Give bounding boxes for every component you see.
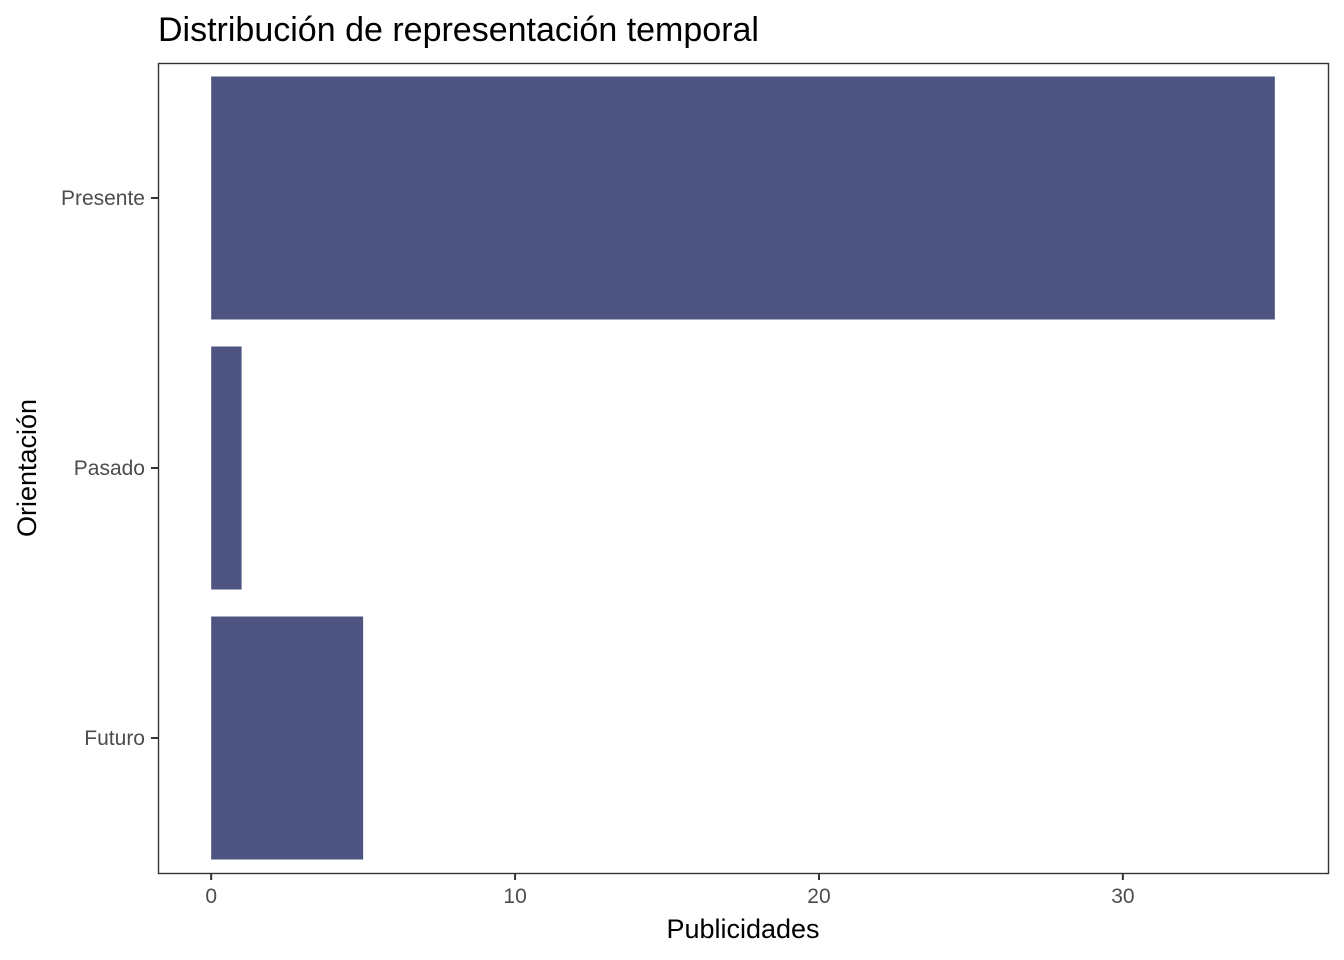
y-axis: Presente Pasado Futuro: [61, 187, 158, 750]
chart-title: Distribución de representación temporal: [158, 11, 759, 49]
bars-group: [211, 76, 1275, 860]
bar-futuro: [211, 616, 364, 860]
x-tick-label: 30: [1111, 885, 1134, 908]
y-axis-label: Orientación: [12, 399, 42, 537]
plot-panel-border: [157, 62, 1330, 875]
x-tick-label: 10: [503, 885, 526, 908]
y-tick-label: Pasado: [74, 457, 145, 480]
x-tick-label: 0: [205, 885, 217, 908]
y-tick-label: Futuro: [84, 727, 145, 750]
bar-presente: [211, 76, 1275, 320]
x-axis-label: Publicidades: [666, 914, 819, 944]
x-axis: 0 10 20 30: [205, 873, 1135, 908]
y-tick-label: Presente: [61, 187, 145, 210]
x-tick-label: 20: [807, 885, 830, 908]
bar-pasado: [211, 346, 242, 590]
